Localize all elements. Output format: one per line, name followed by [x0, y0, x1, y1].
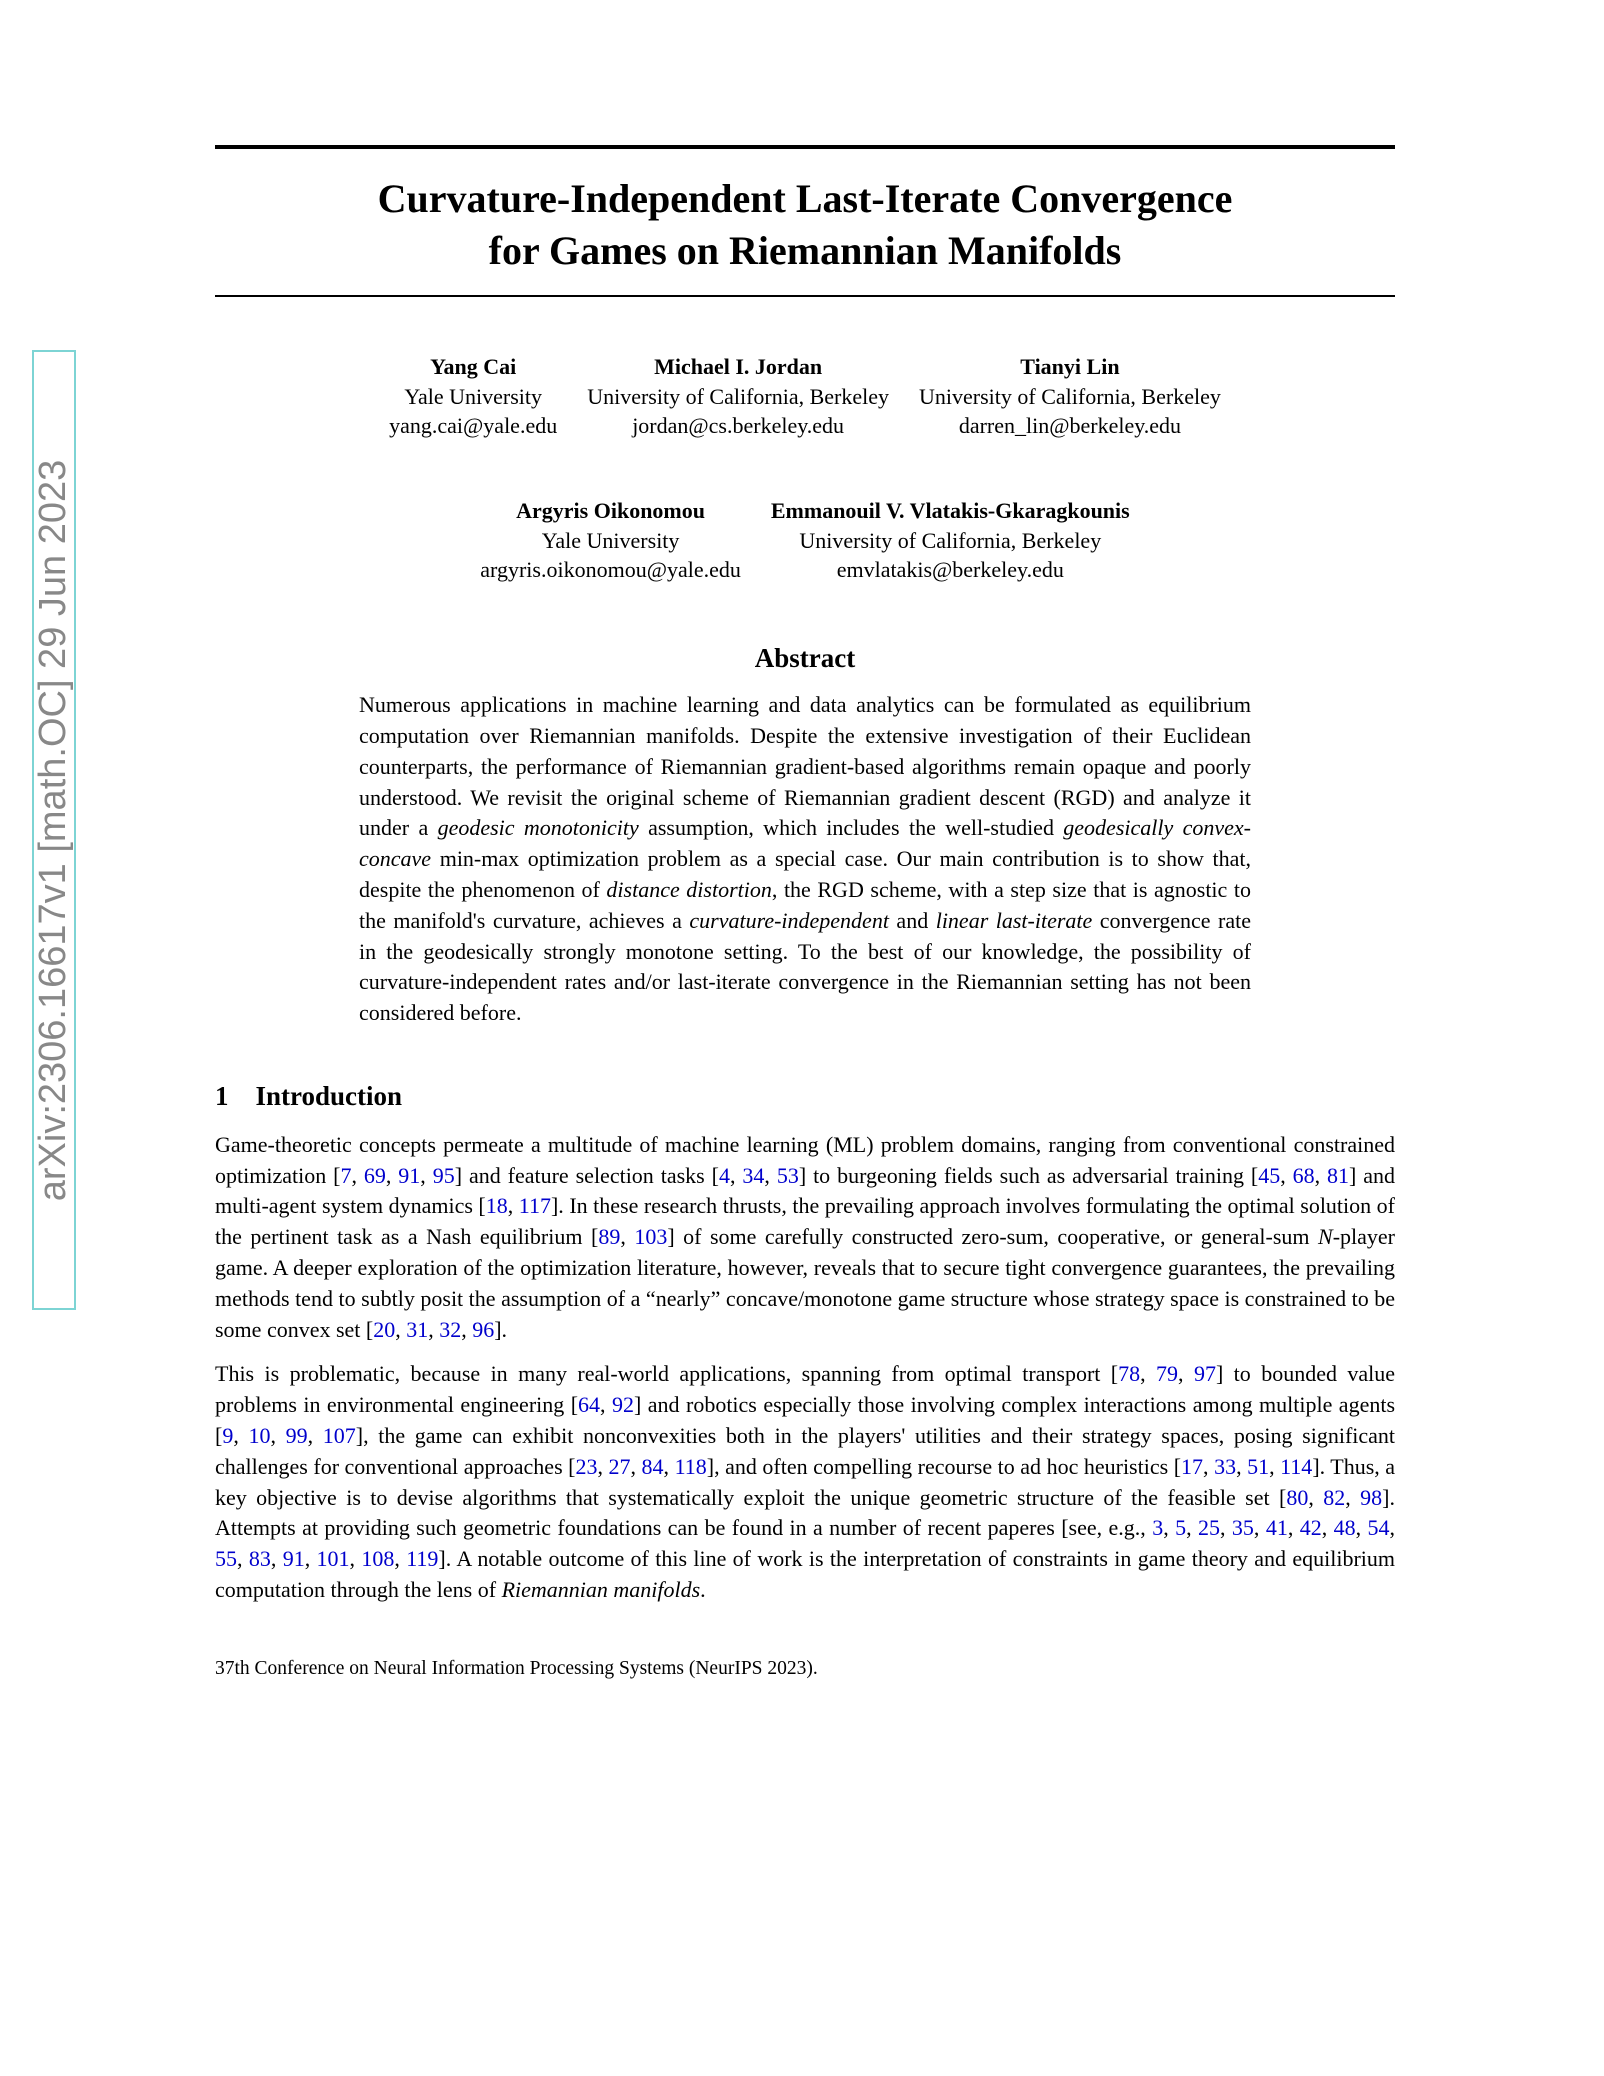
author-affiliation: Yale University	[389, 382, 557, 412]
author-email: yang.cai@yale.edu	[389, 411, 557, 441]
citation[interactable]: 48	[1334, 1515, 1356, 1540]
citation[interactable]: 32	[439, 1317, 461, 1342]
authors-row-2: Argyris Oikonomou Yale University argyri…	[215, 496, 1395, 585]
paragraph-1: Game-theoretic concepts permeate a multi…	[215, 1130, 1395, 1346]
author-affiliation: University of California, Berkeley	[919, 382, 1221, 412]
citation[interactable]: 114	[1280, 1454, 1312, 1479]
arxiv-sidebar: arXiv:2306.16617v1 [math.OC] 29 Jun 2023	[32, 350, 76, 1310]
abstract-body: Numerous applications in machine learnin…	[359, 690, 1251, 1029]
citation[interactable]: 9	[222, 1423, 233, 1448]
citation[interactable]: 4	[719, 1163, 730, 1188]
citation[interactable]: 45	[1258, 1163, 1280, 1188]
author-affiliation: University of California, Berkeley	[771, 526, 1130, 556]
citation[interactable]: 80	[1286, 1485, 1308, 1510]
citation[interactable]: 96	[472, 1317, 494, 1342]
citation[interactable]: 84	[642, 1454, 664, 1479]
citation[interactable]: 107	[323, 1423, 356, 1448]
author-block: Michael I. Jordan University of Californ…	[587, 352, 889, 441]
citation[interactable]: 99	[286, 1423, 308, 1448]
citation[interactable]: 25	[1198, 1515, 1220, 1540]
citation[interactable]: 91	[283, 1546, 305, 1571]
citation[interactable]: 35	[1232, 1515, 1254, 1540]
author-email: argyris.oikonomou@yale.edu	[480, 555, 741, 585]
citation[interactable]: 92	[612, 1392, 634, 1417]
citation[interactable]: 82	[1323, 1485, 1345, 1510]
author-name: Michael I. Jordan	[587, 352, 889, 382]
author-affiliation: University of California, Berkeley	[587, 382, 889, 412]
citation[interactable]: 41	[1266, 1515, 1288, 1540]
section-1-heading: 1 Introduction	[215, 1081, 1395, 1112]
citation[interactable]: 89	[598, 1224, 620, 1249]
author-block: Yang Cai Yale University yang.cai@yale.e…	[389, 352, 557, 441]
citation[interactable]: 18	[486, 1193, 508, 1218]
citation[interactable]: 91	[398, 1163, 420, 1188]
citation[interactable]: 69	[364, 1163, 386, 1188]
author-name: Argyris Oikonomou	[480, 496, 741, 526]
citation[interactable]: 54	[1368, 1515, 1390, 1540]
author-email: emvlatakis@berkeley.edu	[771, 555, 1130, 585]
citation[interactable]: 20	[373, 1317, 395, 1342]
citation[interactable]: 51	[1247, 1454, 1269, 1479]
citation[interactable]: 119	[406, 1546, 438, 1571]
page-container: Curvature-Independent Last-Iterate Conve…	[215, 145, 1395, 1680]
citation[interactable]: 64	[578, 1392, 600, 1417]
author-name: Yang Cai	[389, 352, 557, 382]
author-block: Argyris Oikonomou Yale University argyri…	[480, 496, 741, 585]
citation[interactable]: 53	[777, 1163, 799, 1188]
citation[interactable]: 108	[361, 1546, 394, 1571]
paper-title: Curvature-Independent Last-Iterate Conve…	[280, 173, 1330, 277]
author-email: jordan@cs.berkeley.edu	[587, 411, 889, 441]
authors-row-1: Yang Cai Yale University yang.cai@yale.e…	[215, 352, 1395, 441]
citation[interactable]: 118	[675, 1454, 707, 1479]
citation[interactable]: 31	[406, 1317, 428, 1342]
citation[interactable]: 23	[575, 1454, 597, 1479]
conference-footnote: 37th Conference on Neural Information Pr…	[215, 1658, 1395, 1680]
author-email: darren_lin@berkeley.edu	[919, 411, 1221, 441]
paragraph-2: This is problematic, because in many rea…	[215, 1359, 1395, 1605]
citation[interactable]: 68	[1293, 1163, 1315, 1188]
title-line-1: Curvature-Independent Last-Iterate Conve…	[378, 176, 1233, 221]
citation[interactable]: 83	[249, 1546, 271, 1571]
author-name: Emmanouil V. Vlatakis-Gkaragkounis	[771, 496, 1130, 526]
under-title-rule	[215, 295, 1395, 297]
citation[interactable]: 81	[1327, 1163, 1349, 1188]
citation[interactable]: 17	[1181, 1454, 1203, 1479]
author-block: Emmanouil V. Vlatakis-Gkaragkounis Unive…	[771, 496, 1130, 585]
citation[interactable]: 34	[742, 1163, 764, 1188]
arxiv-id-text: arXiv:2306.16617v1 [math.OC] 29 Jun 2023	[33, 459, 76, 1200]
citation[interactable]: 55	[215, 1546, 237, 1571]
citation[interactable]: 42	[1300, 1515, 1322, 1540]
citation[interactable]: 98	[1360, 1485, 1382, 1510]
author-block: Tianyi Lin University of California, Ber…	[919, 352, 1221, 441]
abstract-heading: Abstract	[215, 643, 1395, 674]
author-name: Tianyi Lin	[919, 352, 1221, 382]
citation[interactable]: 97	[1194, 1361, 1216, 1386]
citation[interactable]: 95	[433, 1163, 455, 1188]
citation[interactable]: 78	[1118, 1361, 1140, 1386]
citation[interactable]: 7	[340, 1163, 351, 1188]
citation[interactable]: 103	[634, 1224, 667, 1249]
author-affiliation: Yale University	[480, 526, 741, 556]
citation[interactable]: 33	[1214, 1454, 1236, 1479]
citation[interactable]: 10	[248, 1423, 270, 1448]
citation[interactable]: 101	[317, 1546, 350, 1571]
top-rule	[215, 145, 1395, 149]
citation[interactable]: 117	[519, 1193, 551, 1218]
citation[interactable]: 5	[1175, 1515, 1186, 1540]
citation[interactable]: 79	[1156, 1361, 1178, 1386]
title-line-2: for Games on Riemannian Manifolds	[489, 228, 1122, 273]
citation[interactable]: 27	[609, 1454, 631, 1479]
citation[interactable]: 3	[1152, 1515, 1163, 1540]
